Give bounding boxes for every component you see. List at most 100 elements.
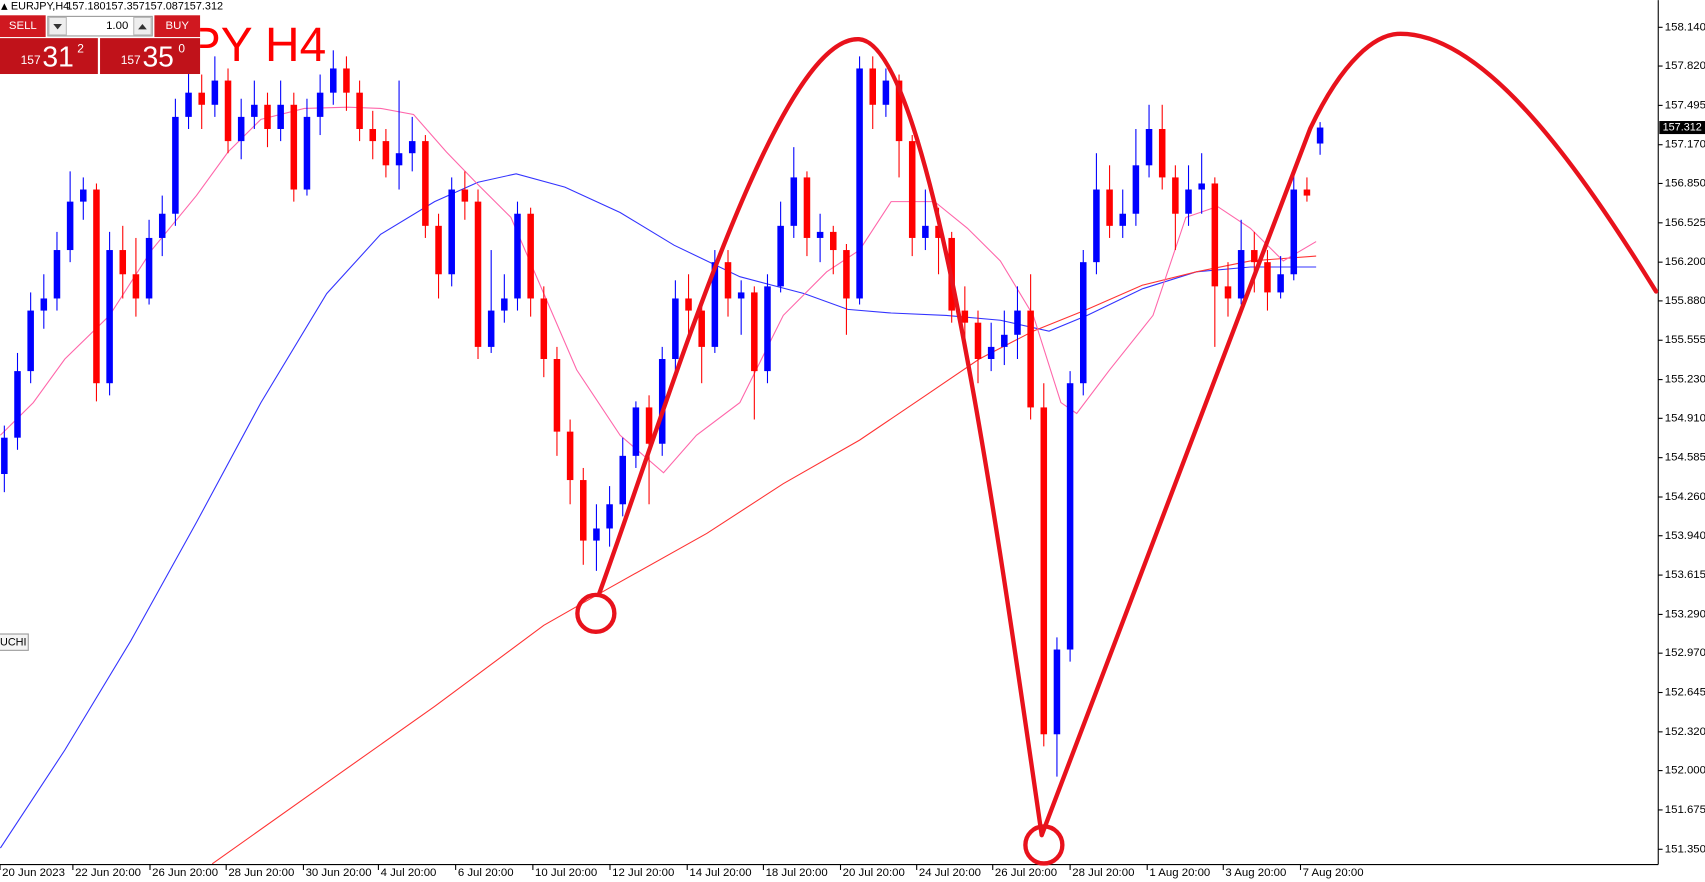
candle-body: [1093, 189, 1100, 263]
lots-box[interactable]: [47, 15, 153, 37]
candle-body: [764, 286, 771, 372]
y-tick-label: 154.585: [1665, 452, 1705, 464]
candle-body: [356, 92, 363, 129]
candle-body: [1264, 262, 1271, 293]
candle-body: [474, 201, 482, 347]
candle-body: [737, 292, 745, 299]
plot-area: [0, 50, 1324, 865]
candle-body: [961, 310, 969, 323]
y-tick-label: 155.880: [1665, 295, 1705, 307]
candle-body: [145, 237, 153, 299]
candle-body: [119, 250, 127, 275]
pattern-point: [1023, 824, 1065, 866]
bid-box[interactable]: [0, 38, 98, 75]
up-arrow: [138, 23, 147, 30]
x-tick-label: 14 Jul 20:00: [689, 867, 751, 879]
candle-body: [843, 250, 850, 299]
buy-label: BUY: [166, 20, 190, 32]
candle-body: [1158, 128, 1166, 178]
x-tick-label: 12 Jul 20:00: [612, 867, 674, 879]
candle-body: [1079, 262, 1087, 384]
candle-body: [1316, 127, 1324, 144]
candle-body: [106, 250, 113, 384]
candle-body: [1040, 407, 1048, 735]
candle-body: [816, 231, 824, 238]
candle-body: [645, 407, 653, 444]
candle-body: [895, 80, 903, 142]
moving-average: [0, 106, 1317, 474]
candle-body: [277, 104, 284, 129]
candle-body: [724, 262, 732, 299]
x-tick-label: 18 Jul 20:00: [766, 867, 828, 879]
candle-body: [698, 310, 705, 347]
candle-body: [514, 213, 521, 299]
candle-body: [1106, 189, 1113, 226]
x-tick-label: 6 Jul 20:00: [458, 867, 514, 879]
x-tick-label: 30 Jun 20:00: [306, 867, 372, 879]
y-tick-label: 158.140: [1665, 21, 1705, 33]
candle-body: [790, 177, 798, 226]
moving-average: [0, 173, 1317, 849]
axes: 158.140 157.820 157.495 157.170 156.850 156.5…: [0, 21, 1705, 879]
y-tick-label: 151.350: [1665, 843, 1705, 855]
indicator-label-box[interactable]: [0, 633, 29, 651]
candle-body: [869, 68, 877, 105]
y-tick-label: 153.615: [1665, 569, 1705, 581]
x-tick-label: 26 Jul 20:00: [995, 867, 1057, 879]
ask-box[interactable]: [100, 38, 201, 75]
y-tick-label: 157.820: [1665, 60, 1705, 72]
bid-big: 157: [21, 53, 41, 67]
sell-button[interactable]: [0, 15, 46, 38]
y-tick-label: 153.290: [1665, 608, 1705, 620]
candle-body: [53, 250, 61, 299]
symbol: EURJPY,H4: [11, 0, 69, 12]
last-price-tag: [1659, 121, 1705, 135]
candle-body: [1066, 383, 1074, 650]
candle-body: [1172, 177, 1179, 214]
candle-body: [316, 92, 324, 117]
candle-body: [1185, 189, 1192, 214]
candle-body: [330, 68, 337, 93]
bid-pips: 31: [42, 40, 73, 72]
pattern-drawing: [575, 31, 1659, 866]
candle-body: [1277, 274, 1284, 293]
x-tick-label: 10 Jul 20:00: [535, 867, 597, 879]
candle-body: [593, 528, 600, 541]
candle-body: [632, 407, 640, 456]
candle-body: [1119, 213, 1126, 226]
candle-body: [172, 116, 179, 214]
y-tick-label: 152.000: [1665, 765, 1705, 777]
candle-body: [580, 480, 587, 541]
x-tick-label: 1 Aug 20:00: [1149, 867, 1210, 879]
candle-body: [422, 141, 429, 226]
candle-body: [566, 431, 574, 481]
y-tick-label: 155.230: [1665, 374, 1705, 386]
x-tick-label: 4 Jul 20:00: [381, 867, 437, 879]
candle-body: [1251, 250, 1258, 263]
candle-body: [224, 80, 232, 142]
candle-body: [1027, 310, 1034, 408]
y-tick-label: 156.525: [1665, 217, 1705, 229]
candle-body: [27, 310, 34, 372]
x-tick-label: 7 Aug 20:00: [1303, 867, 1364, 879]
quote-high: 157.357: [105, 0, 144, 12]
candle-body: [1290, 189, 1298, 275]
candle-body: [1145, 128, 1153, 166]
candle-body: [198, 92, 205, 105]
last-price-label: 157.312: [1663, 121, 1702, 133]
candle-body: [395, 153, 403, 166]
pattern-point: [575, 592, 617, 635]
candle-body: [382, 141, 390, 166]
buy-button[interactable]: [154, 15, 201, 38]
sell-label: SELL: [9, 20, 37, 32]
candle-body: [540, 298, 548, 360]
candle-body: [132, 274, 140, 299]
candle-body: [80, 189, 87, 202]
ask-pips: 35: [142, 40, 173, 72]
collapse-icon[interactable]: [1, 3, 8, 10]
candle-body: [1132, 165, 1140, 214]
candle-body: [658, 359, 666, 444]
y-tick-label: 152.320: [1665, 726, 1705, 738]
candle-body: [803, 177, 811, 238]
candle-body: [40, 298, 48, 311]
